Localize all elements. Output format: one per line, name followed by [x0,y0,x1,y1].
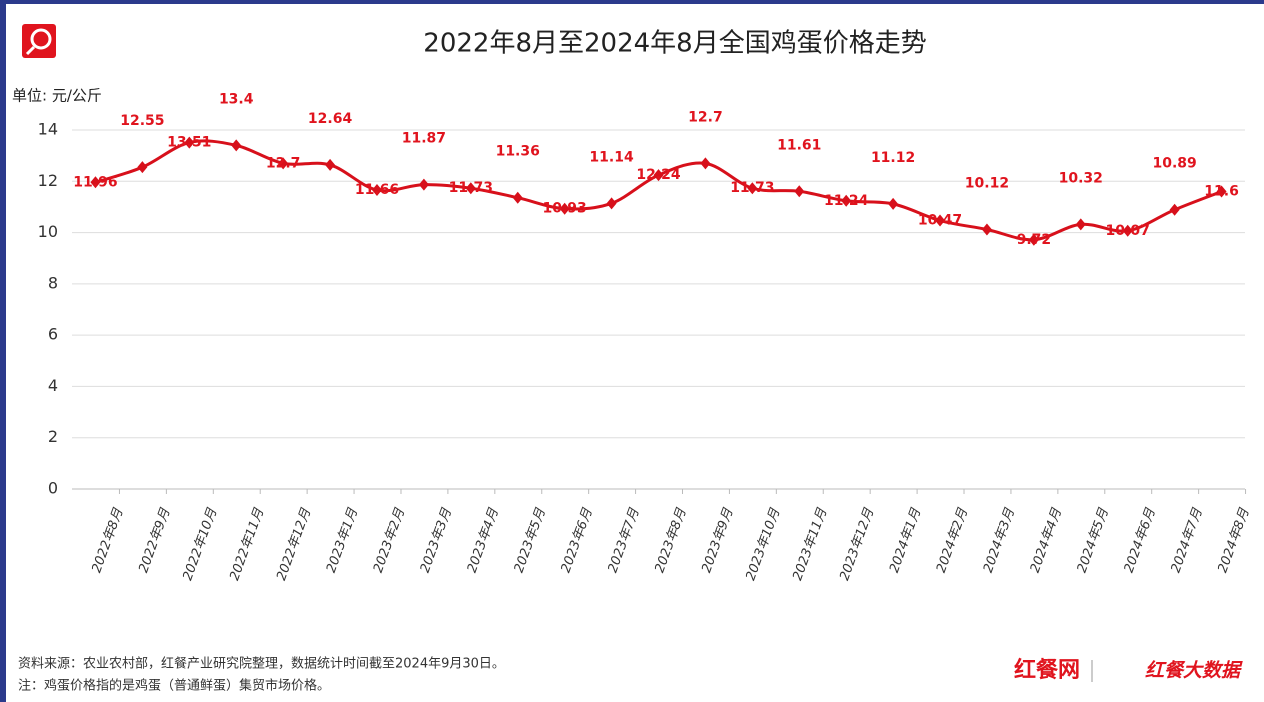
x-tick-label: 2023年6月 [559,505,596,574]
y-tick-label: 4 [48,376,58,395]
x-tick-label: 2023年2月 [371,505,408,574]
value-label: 11.73 [449,180,493,196]
value-label: 11.24 [824,193,869,209]
marker [1169,203,1180,216]
marker [559,202,570,215]
value-label: 11.87 [402,131,446,147]
y-axis-label: 单位: 元/公斤 [12,87,102,105]
x-tick-label: 2023年3月 [418,505,455,574]
x-tick-label: 2023年8月 [652,505,689,574]
x-tick-label: 2024年1月 [887,505,924,574]
marker [418,178,429,191]
value-label: 10.32 [1059,170,1103,186]
marker [184,136,195,149]
brand: 红餐网 [1014,657,1080,683]
logo-icon [25,45,36,56]
marker [747,182,758,195]
top-border [0,0,1264,4]
value-label: 11.36 [496,144,540,160]
value-label: 11.66 [355,182,399,198]
x-tick-label: 2024年7月 [1169,505,1206,574]
marker [325,158,336,171]
x-tick-label: 2023年1月 [324,505,361,574]
x-tick-label: 2022年8月 [89,505,126,574]
value-label: 11.96 [73,174,117,190]
value-label: 10.89 [1152,156,1196,172]
y-tick-label: 2 [48,427,58,446]
line [95,139,1223,242]
x-tick-label: 2023年11月 [790,506,830,583]
marker [794,185,805,198]
value-label: 10.12 [965,175,1009,191]
y-tick-label: 12 [38,171,58,190]
x-tick-label: 2022年10月 [180,506,220,583]
marker [1122,224,1133,237]
marker [231,139,242,152]
marker [653,169,664,182]
value-label: 12.55 [120,113,164,129]
marker [465,182,476,195]
value-label: 10.93 [543,201,587,217]
x-tick-label: 2024年5月 [1075,505,1112,574]
marker [700,157,711,170]
marker [371,184,382,197]
brand2: 红餐大数据 [1145,660,1243,682]
marker [981,223,992,236]
marker [512,191,523,204]
marker [841,194,852,207]
value-label: 12.24 [636,167,681,183]
note: 注：鸡蛋价格指的是鸡蛋（普通鲜蛋）集贸市场价格。 [18,678,330,694]
marker [1028,233,1039,246]
value-label: 11.73 [730,180,774,196]
marker [888,197,899,210]
chart-title: 2022年8月至2024年8月全国鸡蛋价格走势 [423,29,926,59]
y-tick-label: 6 [48,325,58,344]
value-label: 11.12 [871,150,915,166]
x-tick-label: 2022年11月 [227,506,267,583]
marker [1075,218,1086,231]
x-tick-label: 2023年12月 [837,506,877,583]
value-label: 12.7 [688,109,723,125]
x-tick-label: 2023年10月 [743,506,783,583]
left-border [0,0,6,702]
marker [935,214,946,227]
marker [137,161,148,174]
value-label: 11.61 [777,137,821,153]
x-tick-label: 2024年3月 [981,505,1018,574]
value-label: 10.47 [918,213,962,229]
x-tick-label: 2024年6月 [1122,505,1159,574]
logo-icon [30,28,52,50]
y-tick-label: 10 [38,222,58,241]
value-label: 12.64 [308,111,353,127]
x-tick-label: 2024年2月 [934,505,971,574]
value-label: 11.6 [1204,184,1239,200]
x-tick-label: 2023年9月 [699,505,736,574]
marker [90,176,101,189]
value-label: 13.51 [167,135,211,151]
x-tick-label: 2022年12月 [274,506,314,583]
value-label: 13.4 [219,91,254,107]
x-tick-label: 2024年4月 [1028,505,1065,574]
y-tick-label: 0 [48,479,58,498]
marker [278,157,289,170]
y-tick-label: 14 [38,120,58,139]
x-tick-label: 2022年9月 [136,505,173,574]
x-tick-label: 2023年7月 [605,505,642,574]
y-tick-label: 8 [48,273,58,292]
value-label: 11.14 [589,149,634,165]
marker [606,197,617,210]
source: 资料来源：农业农村部，红餐产业研究院整理，数据统计时间截至2024年9月30日。 [18,656,505,672]
value-label: 12.7 [266,155,301,171]
x-tick-label: 2024年8月 [1215,505,1252,574]
marker [1216,185,1227,198]
x-tick-label: 2023年5月 [512,505,549,574]
x-tick-label: 2023年4月 [465,505,502,574]
value-label: 9.72 [1017,232,1052,248]
value-label: 10.07 [1106,223,1150,239]
